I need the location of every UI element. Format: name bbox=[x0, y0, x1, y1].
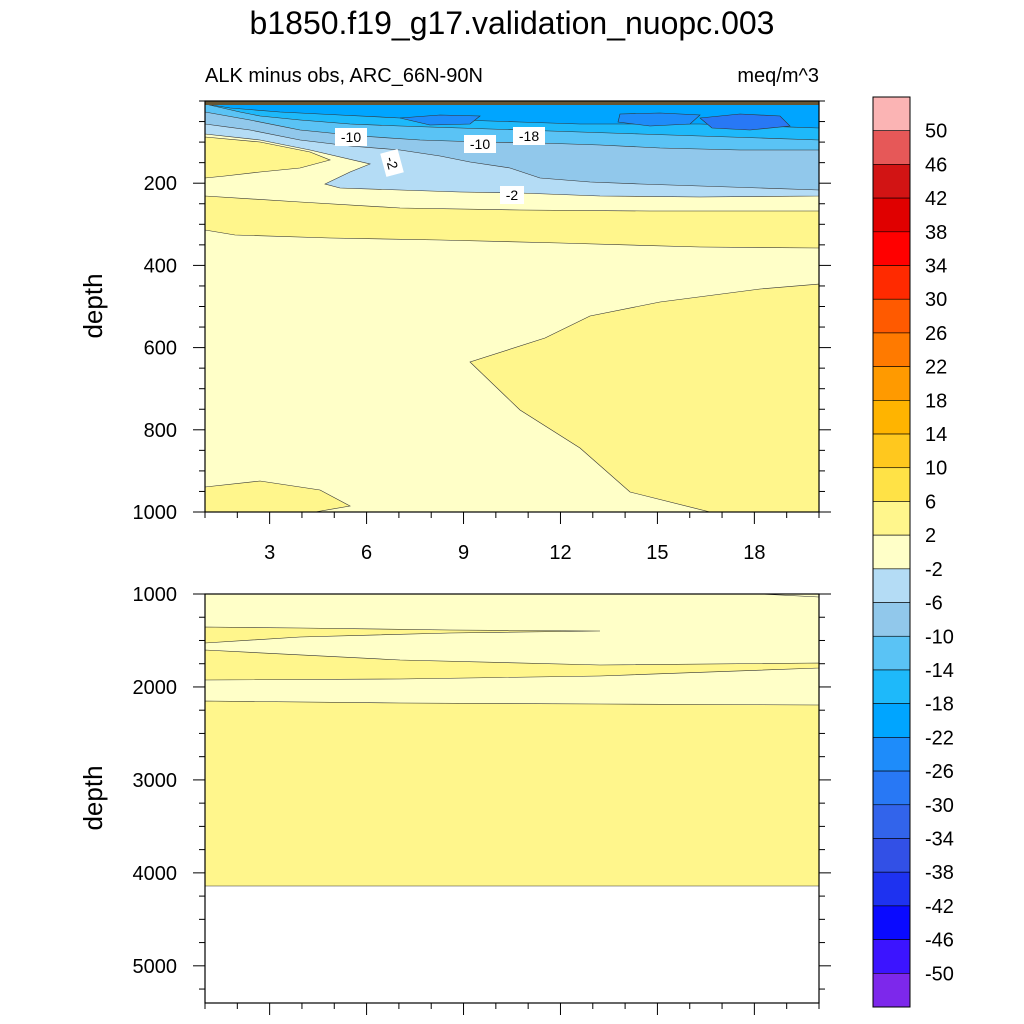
colorbar-swatch bbox=[872, 534, 911, 570]
colorbar-label: -50 bbox=[925, 963, 954, 985]
colorbar-swatch bbox=[872, 770, 911, 806]
colorbar-label: -6 bbox=[925, 593, 943, 615]
contour-label-3: -18 bbox=[519, 128, 539, 144]
colorbar-label: 46 bbox=[925, 154, 947, 176]
fill-neg22-a bbox=[617, 112, 701, 127]
fill-neg22-b bbox=[699, 113, 791, 131]
x-tick-label: 12 bbox=[549, 542, 571, 564]
colorbar-swatch bbox=[872, 96, 911, 132]
colorbar-label: -42 bbox=[925, 896, 954, 918]
subtitle-right: meq/m^3 bbox=[737, 65, 819, 87]
lower-frame bbox=[204, 593, 820, 1004]
colorbar-swatch bbox=[872, 737, 911, 772]
contour-lower-top bbox=[700, 594, 819, 598]
fill-surface-band bbox=[205, 101, 819, 105]
colorbar-swatch bbox=[872, 972, 911, 1008]
chart-title: b1850.f19_g17.validation_nuopc.003 bbox=[250, 5, 775, 41]
y-tick-label: 4000 bbox=[133, 863, 178, 885]
colorbar-label: -38 bbox=[925, 862, 954, 884]
colorbar-label: 42 bbox=[925, 188, 947, 210]
fill-deep-pos-b bbox=[205, 480, 351, 512]
y-tick-label: 400 bbox=[144, 255, 177, 277]
colorbar-label: -30 bbox=[925, 795, 954, 817]
colorbar-label: 50 bbox=[925, 121, 947, 143]
colorbar-label: 22 bbox=[925, 357, 947, 379]
colorbar-label: -2 bbox=[925, 559, 943, 581]
colorbar-label: -10 bbox=[925, 626, 954, 648]
colorbar-label: -18 bbox=[925, 694, 954, 716]
y-tick-label: 200 bbox=[144, 173, 177, 195]
x-tick-label: 3 bbox=[264, 542, 275, 564]
axes-upper: 3 6 9 12 15 18 200 400 600 800 1000 bbox=[133, 100, 831, 564]
colorbar-label: 18 bbox=[925, 390, 947, 412]
x-tick-label: 9 bbox=[458, 542, 469, 564]
contour-label-2: -10 bbox=[470, 136, 490, 152]
subtitle-left: ALK minus obs, ARC_66N-90N bbox=[205, 65, 483, 87]
colorbar-label: 10 bbox=[925, 458, 947, 480]
y-tick-label: 5000 bbox=[133, 956, 178, 978]
upper-panel bbox=[205, 101, 819, 512]
contour-labels: -10 -10 -18 -2 -2 bbox=[335, 127, 545, 204]
colorbar-swatch bbox=[872, 501, 911, 536]
colorbar-swatch bbox=[872, 838, 911, 873]
fill-lower-shallow-pos bbox=[205, 626, 601, 644]
y-axis-label-lower: depth bbox=[78, 765, 108, 830]
colorbar-label: -22 bbox=[925, 727, 954, 749]
y-tick-label: 1000 bbox=[133, 502, 178, 524]
y-tick-label: 3000 bbox=[133, 770, 178, 792]
colorbar-swatch bbox=[872, 635, 911, 671]
colorbar-label: 2 bbox=[925, 525, 936, 547]
colorbar-swatch bbox=[872, 905, 911, 940]
colorbar-label: -34 bbox=[925, 828, 954, 850]
y-tick-label: 600 bbox=[144, 338, 177, 360]
y-tick-label: 1000 bbox=[133, 584, 178, 606]
fill-mid-pos bbox=[205, 195, 819, 249]
fill-shallow-pos bbox=[205, 136, 331, 179]
colorbar-swatch bbox=[872, 703, 911, 738]
colorbar-swatch bbox=[872, 602, 911, 637]
colorbar: 50 46 42 38 34 30 26 22 18 14 10 6 2 -2 -6 -10 -14 -18 -22… bbox=[872, 96, 954, 1008]
colorbar-label: 38 bbox=[925, 222, 947, 244]
colorbar-swatch bbox=[872, 197, 911, 233]
lower-panel bbox=[205, 594, 819, 1003]
fill-neg22-c bbox=[399, 114, 481, 126]
y-axis-label-upper: depth bbox=[78, 273, 108, 338]
fill-lower-deep-pos bbox=[205, 700, 819, 887]
colorbar-swatch bbox=[872, 332, 911, 367]
fill-lower-mid-pos bbox=[205, 649, 819, 681]
colorbar-swatch bbox=[872, 433, 911, 469]
contour-label-1: -10 bbox=[341, 129, 361, 145]
colorbar-label: -14 bbox=[925, 660, 954, 682]
fill-deep-pos-a bbox=[469, 283, 819, 512]
colorbar-label: 14 bbox=[925, 424, 947, 446]
x-tick-label: 18 bbox=[743, 542, 765, 564]
contour-label-4: -2 bbox=[383, 155, 402, 171]
contour-label-5: -2 bbox=[506, 187, 519, 203]
colorbar-swatch bbox=[872, 400, 911, 435]
x-tick-label: 15 bbox=[646, 542, 668, 564]
colorbar-swatch bbox=[872, 130, 911, 165]
colorbar-swatch bbox=[872, 467, 911, 502]
y-tick-label: 2000 bbox=[133, 677, 178, 699]
colorbar-swatch bbox=[872, 298, 911, 334]
colorbar-swatch bbox=[872, 265, 911, 300]
colorbar-swatch bbox=[872, 366, 911, 401]
colorbar-swatch bbox=[872, 231, 911, 266]
colorbar-label: 26 bbox=[925, 323, 947, 345]
colorbar-swatch bbox=[872, 568, 911, 603]
colorbar-label: 30 bbox=[925, 289, 947, 311]
colorbar-swatch bbox=[872, 669, 911, 704]
colorbar-swatch bbox=[872, 871, 911, 907]
colorbar-swatch bbox=[872, 164, 911, 199]
colorbar-label: 34 bbox=[925, 256, 947, 278]
colorbar-swatch bbox=[872, 804, 911, 839]
colorbar-swatch bbox=[872, 939, 911, 974]
axes-lower: 1000 2000 3000 4000 5000 bbox=[133, 584, 831, 1015]
colorbar-label: 6 bbox=[925, 491, 936, 513]
colorbar-label: -26 bbox=[925, 761, 954, 783]
y-tick-label: 800 bbox=[144, 420, 177, 442]
x-tick-label: 6 bbox=[361, 542, 372, 564]
colorbar-label: -46 bbox=[925, 930, 954, 952]
